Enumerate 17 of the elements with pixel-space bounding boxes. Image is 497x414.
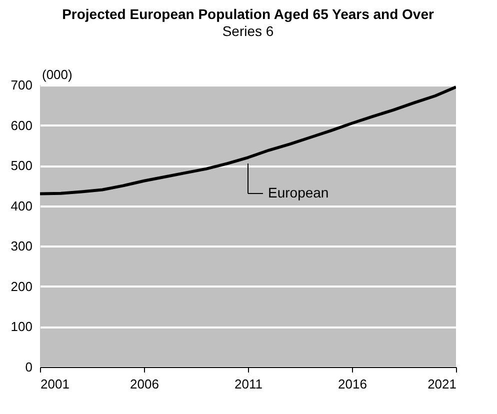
y-tick-label: 200	[10, 278, 32, 294]
x-tick-label: 2016	[338, 376, 367, 392]
chart-subtitle: Series 6	[222, 23, 274, 39]
y-tick-label: 700	[10, 78, 32, 92]
y-tick-label: 100	[10, 319, 32, 334]
y-tick-label: 600	[10, 118, 32, 133]
y-tick-label: 500	[10, 158, 32, 174]
chart-title: Projected European Population Aged 65 Years and Over	[62, 6, 434, 22]
x-tick-label: 2006	[130, 376, 159, 392]
y-axis-title: (000)	[42, 67, 72, 82]
y-tick-label: 300	[10, 238, 32, 254]
y-tick-label: 0	[25, 360, 32, 374]
x-tick-label: 2011	[234, 376, 262, 392]
y-tick-label: 400	[10, 198, 32, 214]
x-tick-label: 2021	[428, 376, 456, 392]
x-tick-label: 2001	[40, 376, 70, 392]
legend-label: European	[268, 184, 329, 201]
